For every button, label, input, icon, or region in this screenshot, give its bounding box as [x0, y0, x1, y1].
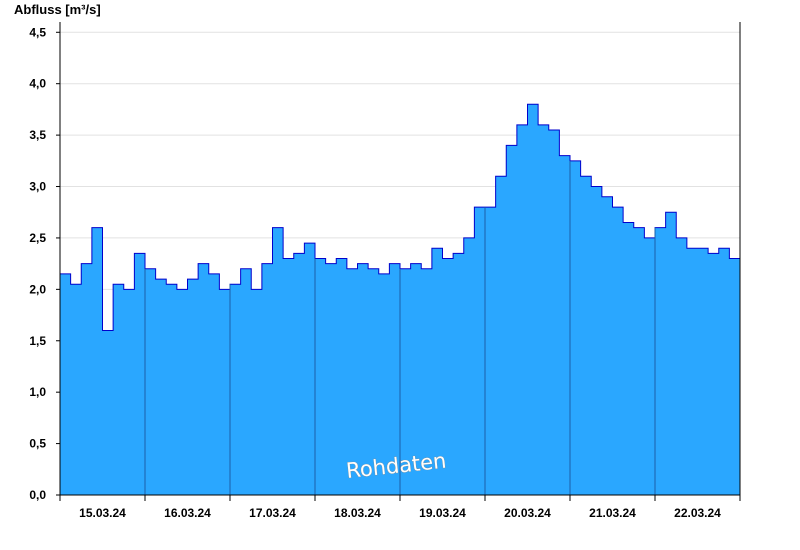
y-tick-label: 4,5 — [29, 25, 46, 39]
watermark: Rohdaten — [345, 449, 447, 483]
x-tick-label: 16.03.24 — [164, 506, 211, 520]
y-tick-label: 2,5 — [29, 231, 46, 245]
x-tick-labels: 15.03.24 16.03.24 17.03.24 18.03.24 19.03.24… — [59, 495, 741, 520]
y-tick-label: 1,5 — [29, 334, 46, 348]
y-tick-labels: 0,0 0,5 1,0 1,5 2,0 2,5 3,0 3,5 4,0 4,5 — [29, 25, 60, 502]
y-tick-label: 3,5 — [29, 128, 46, 142]
y-tick-label: 1,0 — [29, 385, 46, 399]
x-tick-label: 15.03.24 — [79, 506, 126, 520]
x-tick-label: 18.03.24 — [334, 506, 381, 520]
y-tick-label: 2,0 — [29, 282, 46, 296]
discharge-line — [60, 103, 741, 331]
day-separators — [144, 160, 656, 495]
y-tick-label: 4,0 — [29, 77, 46, 91]
x-tick-label: 20.03.24 — [504, 506, 551, 520]
y-tick-label: 0,0 — [29, 488, 46, 502]
x-tick-label: 21.03.24 — [589, 506, 636, 520]
x-tick-label: 17.03.24 — [249, 506, 296, 520]
y-axis-title: Abfluss [m³/s] — [14, 2, 101, 17]
y-tick-label: 3,0 — [29, 180, 46, 194]
y-tick-label: 0,5 — [29, 437, 46, 451]
x-tick-label: 19.03.24 — [419, 506, 466, 520]
x-tick-label: 22.03.24 — [674, 506, 721, 520]
